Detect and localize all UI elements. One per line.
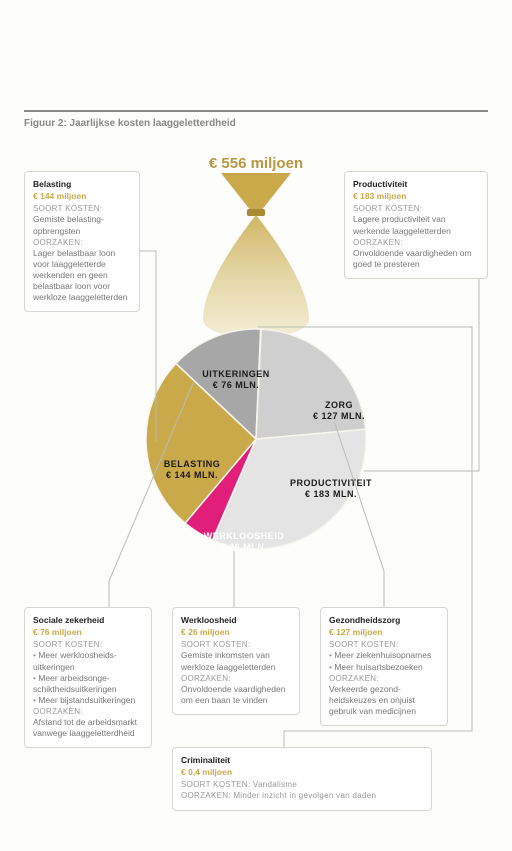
callout-body: SOORT KOSTEN:Gemiste belasting­opbrengst… <box>33 203 131 303</box>
callout-body: SOORT KOSTEN:Gemiste inkomsten van werkl… <box>181 639 291 706</box>
callout-amount: € 144 miljoen <box>33 191 131 202</box>
callout-title: Productiviteit <box>353 179 479 190</box>
slice-label-productiviteit: PRODUCTIVITEIT€ 183 MLN. <box>276 478 386 501</box>
callout-body: SOORT KOSTEN:Meer werkloosheids­uitkerin… <box>33 639 143 739</box>
callout-title: Gezondheidszorg <box>329 615 439 626</box>
callout-body: SOORT KOSTEN: VandalismeOORZAKEN: Minder… <box>181 779 423 802</box>
callout-body: SOORT KOSTEN:Lagere productiviteit van w… <box>353 203 479 270</box>
figure-caption: Figuur 2: Jaarlijkse kosten laaggeletter… <box>24 118 488 129</box>
callout-body: SOORT KOSTEN:Meer ziekenhuis­opnamesMeer… <box>329 639 439 717</box>
chart-area: € 556 miljoen UITKERINGEN€ 76 MLN. ZORG€… <box>24 151 488 851</box>
callout-title: Werkloosheid <box>181 615 291 626</box>
slice-label-belasting: BELASTING€ 144 MLN. <box>152 459 232 482</box>
callout-amount: € 0,4 miljoen <box>181 767 423 778</box>
pie-chart <box>136 319 376 559</box>
callout-criminaliteit: Criminaliteit€ 0,4 miljoenSOORT KOSTEN: … <box>172 747 432 811</box>
callout-title: Criminaliteit <box>181 755 423 766</box>
callout-amount: € 183 miljoen <box>353 191 479 202</box>
callout-werkloosheid: Werkloosheid€ 26 miljoenSOORT KOSTEN:Gem… <box>172 607 300 715</box>
slice-label-zorg: ZORG€ 127 MLN. <box>304 400 374 423</box>
slice-label-werkloosheid: WERKLOOSHEID€ 26 MLN. <box>194 531 294 554</box>
callout-amount: € 127 miljoen <box>329 627 439 638</box>
callout-amount: € 26 miljoen <box>181 627 291 638</box>
callout-amount: € 76 miljoen <box>33 627 143 638</box>
slice-label-uitkeringen: UITKERINGEN€ 76 MLN. <box>191 369 281 392</box>
callout-productiviteit: Productiviteit€ 183 miljoenSOORT KOSTEN:… <box>344 171 488 279</box>
callout-title: Sociale zekerheid <box>33 615 143 626</box>
callout-belasting: Belasting€ 144 miljoenSOORT KOSTEN:Gemis… <box>24 171 140 312</box>
callout-title: Belasting <box>33 179 131 190</box>
callout-sociale: Sociale zekerheid€ 76 miljoenSOORT KOSTE… <box>24 607 152 748</box>
horizontal-rule <box>24 110 488 112</box>
page-content: Figuur 2: Jaarlijkse kosten laaggeletter… <box>24 110 488 840</box>
callout-gezondheid: Gezondheidszorg€ 127 miljoenSOORT KOSTEN… <box>320 607 448 726</box>
